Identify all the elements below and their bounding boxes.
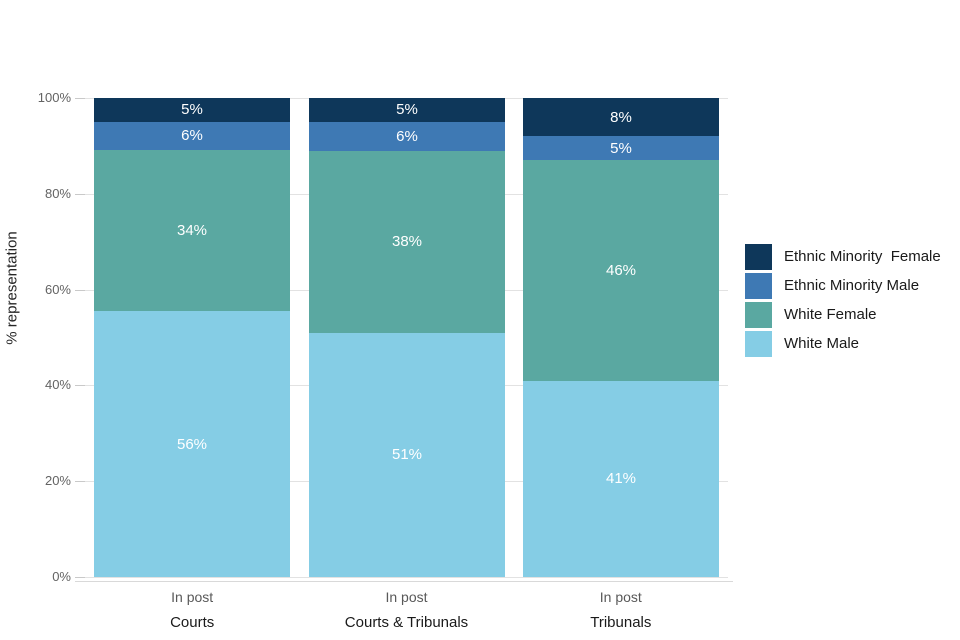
y-tick-label: 40%: [44, 377, 71, 392]
legend-label: Ethnic Minority Female: [784, 248, 941, 265]
x-axis-sublabel: In post: [385, 589, 428, 605]
bar-segment: 8%: [523, 98, 719, 137]
bar-segment-label: 8%: [610, 108, 632, 126]
legend-item: Ethnic Minority Female: [745, 242, 941, 271]
bar-segment: 5%: [523, 136, 719, 161]
legend-swatch: [745, 301, 772, 328]
bar-segment-label: 46%: [605, 261, 637, 279]
bar-segment: 6%: [309, 121, 505, 151]
legend-swatch: [745, 272, 772, 299]
legend-swatch: [745, 330, 772, 357]
bar-segment-label: 6%: [181, 127, 203, 145]
x-axis-sublabel: In post: [599, 589, 642, 605]
x-axis-group-label: Courts & Tribunals: [344, 614, 469, 631]
y-axis-tick: [75, 194, 85, 195]
legend-label: White Male: [784, 335, 860, 352]
legend-item: Ethnic Minority Male: [745, 271, 941, 300]
y-tick-label: 60%: [44, 282, 71, 297]
bar-segment-label: 34%: [176, 222, 208, 240]
bar-segment: 6%: [94, 121, 290, 151]
y-axis-tick: [75, 290, 85, 291]
y-axis-tick: [75, 481, 85, 482]
x-axis-group-label: Courts: [170, 614, 215, 631]
bar-segment: 38%: [309, 150, 505, 333]
y-axis-tick: [75, 385, 85, 386]
x-axis-sublabel: In post: [171, 589, 214, 605]
x-axis-group-label: Tribunals: [590, 614, 652, 631]
y-axis-tick: [75, 98, 85, 99]
legend: Ethnic Minority Female Ethnic Minority Ma…: [745, 242, 941, 358]
legend-item: White Male: [745, 329, 941, 358]
bar-segment-label: 41%: [605, 470, 637, 488]
y-axis-tick: [75, 577, 85, 578]
bar-segment: 46%: [523, 160, 719, 381]
bar-segment: 41%: [523, 380, 719, 577]
bar-segment: 34%: [94, 150, 290, 312]
bar-segment-label: 5%: [396, 101, 418, 119]
bar-segment: 56%: [94, 311, 290, 577]
bar-segment: 51%: [309, 332, 505, 577]
bar-segment: 5%: [94, 98, 290, 122]
x-axis-line: [75, 581, 733, 582]
bar-segment-label: 5%: [610, 139, 632, 157]
y-tick-label: 100%: [37, 90, 71, 105]
bar-segment-label: 51%: [391, 446, 423, 464]
bar-segment-label: 6%: [396, 127, 418, 145]
y-tick-label: 80%: [44, 186, 71, 201]
legend-label: Ethnic Minority Male: [784, 277, 920, 294]
y-tick-label: 20%: [44, 473, 71, 488]
gridline: [85, 577, 728, 578]
y-tick-label: 0%: [52, 569, 71, 584]
bar-segment-label: 38%: [391, 233, 423, 251]
bar-segment: 5%: [309, 98, 505, 122]
legend-label: White Female: [784, 306, 877, 323]
legend-item: White Female: [745, 300, 941, 329]
legend-swatch: [745, 243, 772, 270]
bar-segment-label: 5%: [181, 101, 203, 119]
y-axis-title: % representation: [3, 231, 21, 345]
bar-segment-label: 56%: [176, 435, 208, 453]
